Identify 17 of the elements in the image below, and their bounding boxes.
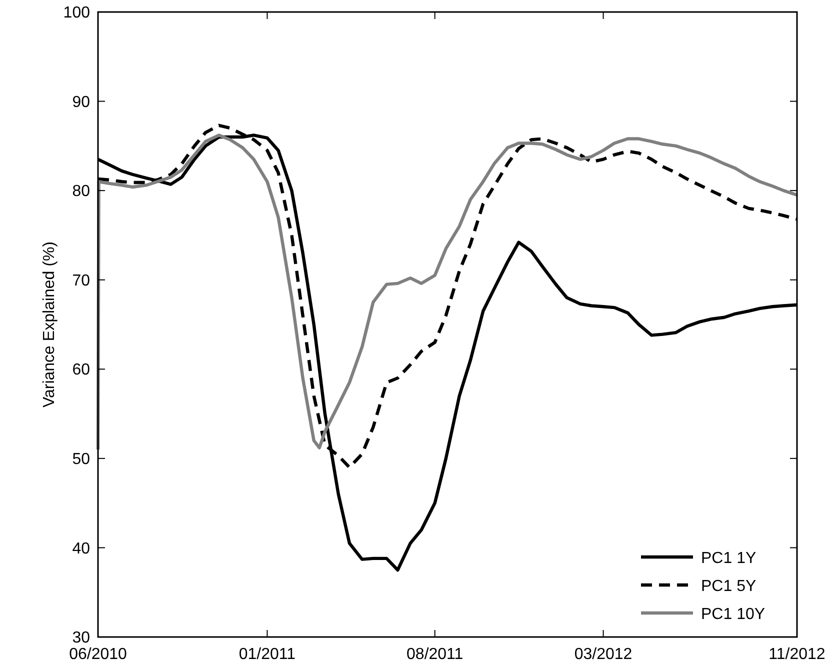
x-tick-label: 01/2011 xyxy=(238,646,296,663)
y-tick-label: 40 xyxy=(72,540,90,558)
x-tick-label: 06/2010 xyxy=(69,646,128,663)
y-tick-label: 50 xyxy=(72,451,90,468)
legend-label: PC1 5Y xyxy=(701,578,756,595)
legend-label: PC1 1Y xyxy=(701,550,756,567)
x-tick-label: 08/2011 xyxy=(406,646,464,663)
y-axis-title: Variance Explained (%) xyxy=(41,241,58,408)
y-tick-label: 60 xyxy=(72,362,90,379)
x-tick-label: 03/2012 xyxy=(574,646,632,663)
y-tick-label: 90 xyxy=(72,94,90,111)
legend-label: PC1 10Y xyxy=(701,606,766,623)
y-tick-label: 100 xyxy=(63,4,90,22)
x-tick-label: 11/2012 xyxy=(768,646,826,663)
y-tick-label: 70 xyxy=(72,272,90,290)
y-tick-label: 80 xyxy=(72,183,90,200)
y-tick-label: 30 xyxy=(72,630,90,647)
